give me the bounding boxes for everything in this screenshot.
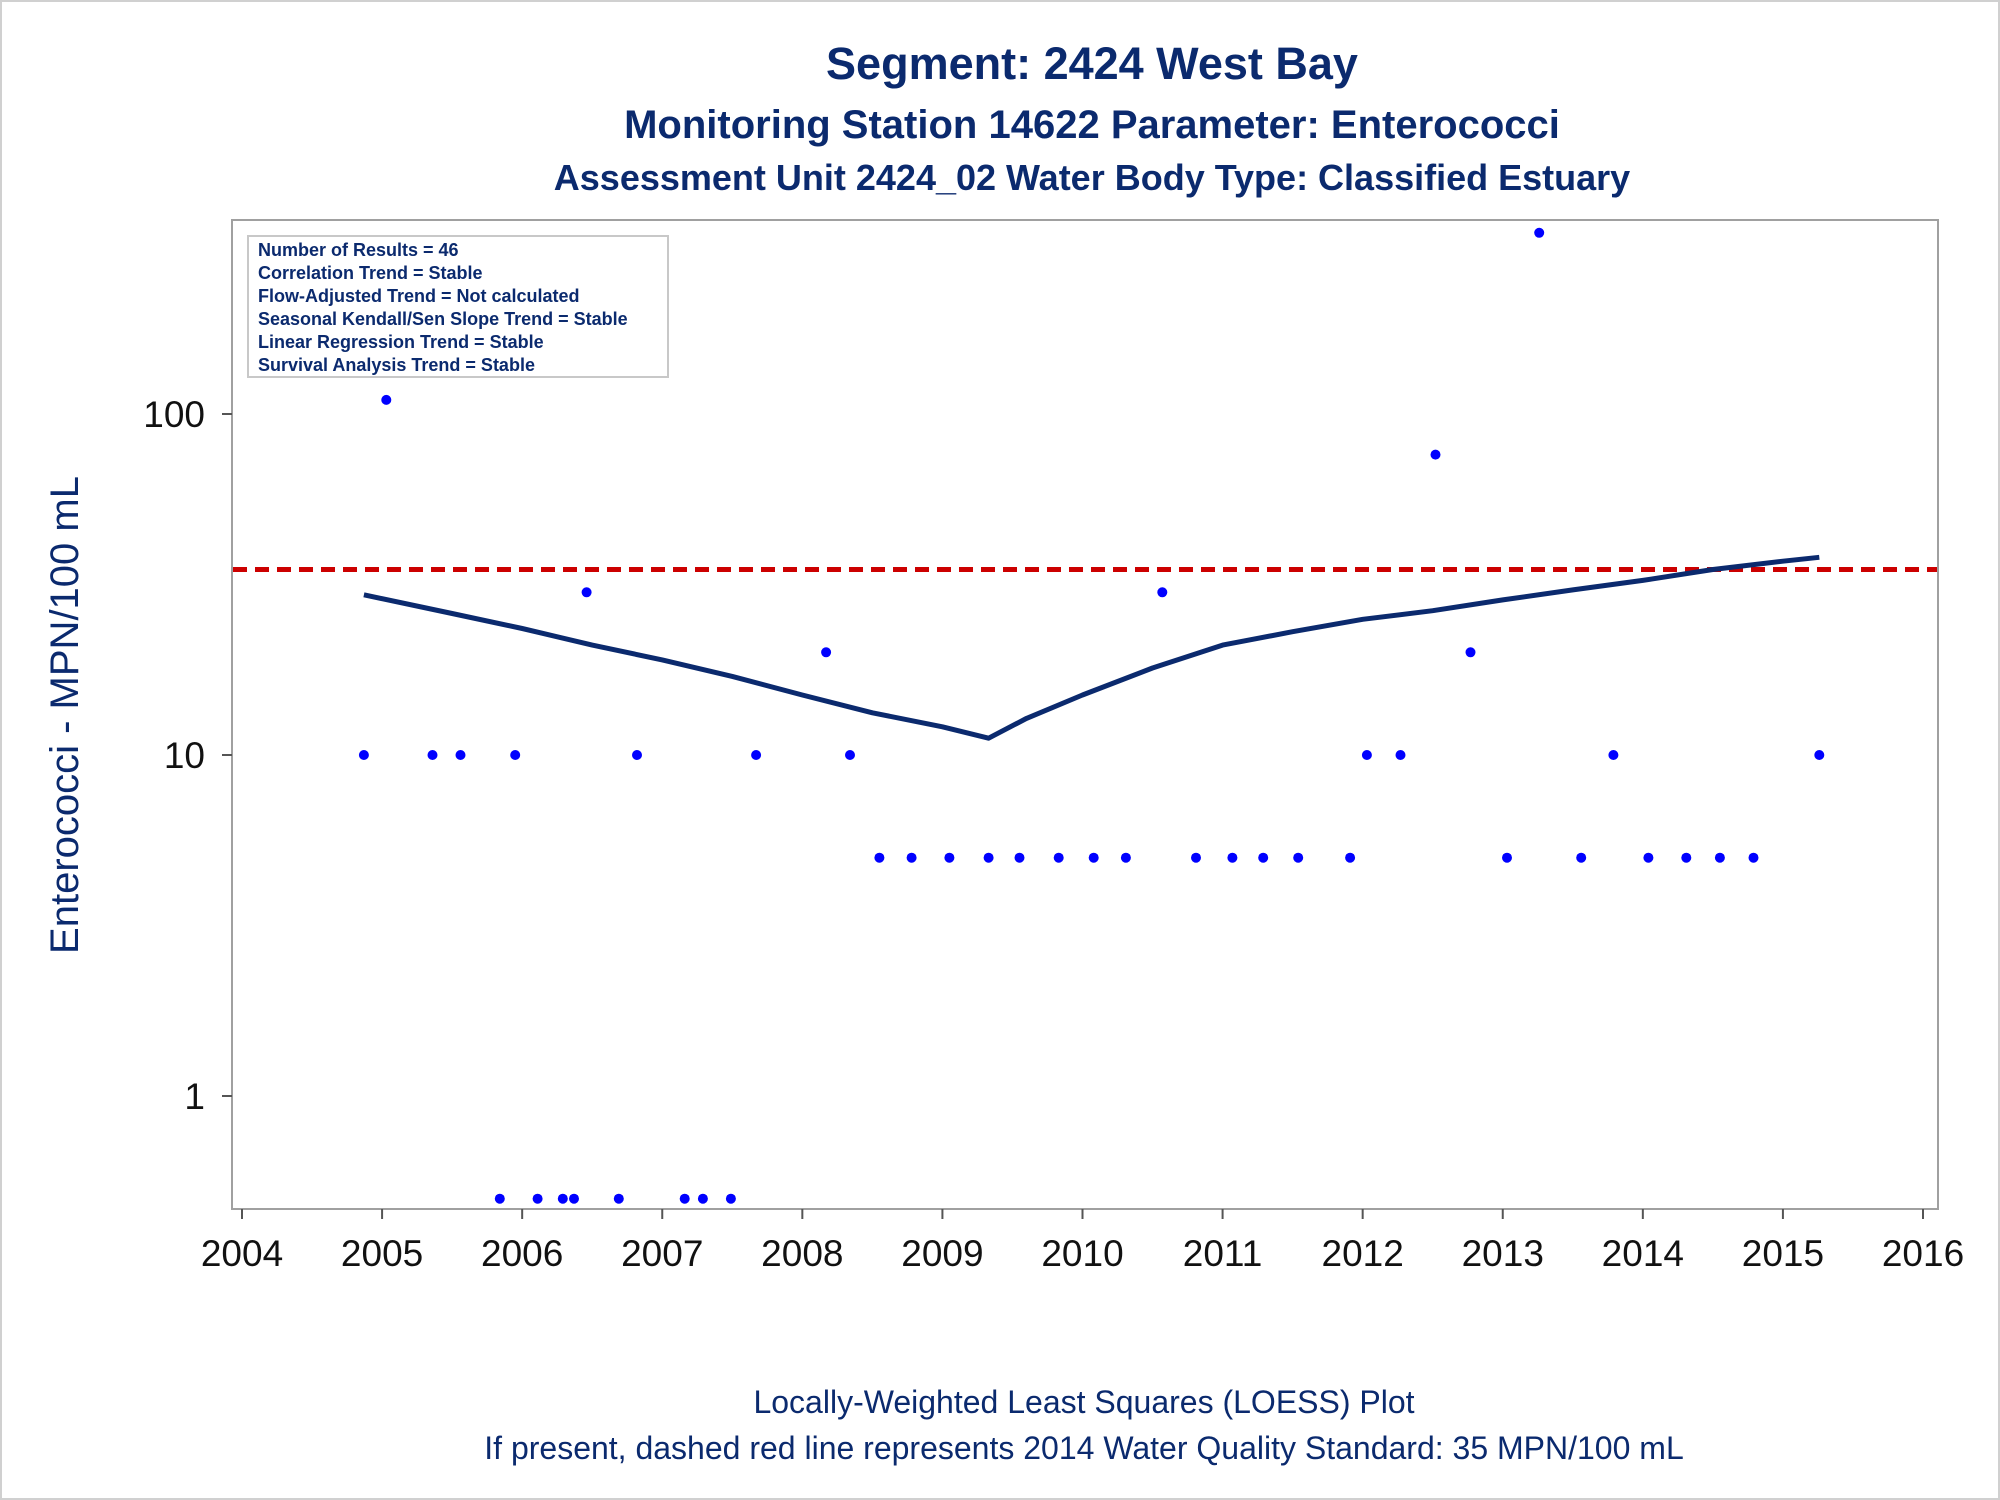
x-tick-label: 2007: [621, 1233, 703, 1274]
data-point: [1681, 852, 1692, 863]
y-axis-label: Enterococci - MPN/100 mL: [43, 476, 87, 954]
loess-line: [363, 554, 1820, 741]
chart-subtitle-2: Assessment Unit 2424_02 Water Body Type:…: [554, 157, 1630, 198]
data-point: [697, 1193, 708, 1204]
data-point: [1395, 750, 1406, 760]
stat-number-of-results: Number of Results = 46: [258, 240, 459, 260]
y-tick-label: 1: [184, 1076, 205, 1117]
footnote-1: Locally-Weighted Least Squares (LOESS) P…: [753, 1384, 1414, 1420]
data-point: [494, 1193, 505, 1204]
data-point: [725, 1193, 736, 1204]
data-point: [358, 750, 369, 760]
data-point: [1608, 750, 1619, 760]
stats-box: Number of Results = 46 Correlation Trend…: [247, 235, 669, 378]
loess-curve-group: [363, 554, 1820, 741]
stat-linear-regression-trend: Linear Regression Trend = Stable: [258, 332, 544, 352]
x-tick-label: 2011: [1183, 1233, 1263, 1274]
data-point: [1576, 852, 1587, 863]
plot-area: [231, 219, 1939, 1210]
x-tick-label: 2009: [901, 1233, 983, 1274]
data-point: [455, 750, 466, 760]
data-point: [1643, 852, 1654, 863]
data-point: [613, 1193, 624, 1204]
x-tick-label: 2006: [481, 1233, 563, 1274]
x-tick-label: 2010: [1041, 1233, 1123, 1274]
x-tick-label: 2012: [1322, 1233, 1404, 1274]
data-point: [845, 750, 855, 760]
x-tick-label: 2013: [1462, 1233, 1544, 1274]
data-point: [1191, 852, 1201, 863]
data-point: [1293, 852, 1304, 863]
data-point: [427, 750, 438, 760]
data-point: [1227, 852, 1238, 863]
data-point: [1502, 852, 1512, 863]
data-point: [569, 1193, 579, 1204]
data-point: [1258, 852, 1269, 863]
y-tick-label: 100: [143, 394, 205, 435]
data-points-group: [358, 227, 1825, 1204]
stat-flow-adjusted-trend: Flow-Adjusted Trend = Not calculated: [258, 286, 580, 306]
chart-subtitle: Monitoring Station 14622 Parameter: Ente…: [624, 103, 1560, 147]
x-tick-label: 2004: [201, 1233, 283, 1274]
data-point: [874, 852, 885, 863]
data-point: [1430, 449, 1441, 460]
x-tick-label: 2008: [761, 1233, 843, 1274]
data-point: [1345, 852, 1356, 863]
stat-correlation-trend: Correlation Trend = Stable: [258, 263, 483, 283]
x-axis: 2004 2005 2006 2007 2008 2009 2010 2011 2012 2013…: [201, 1209, 1964, 1274]
stat-seasonal-kendall-trend: Seasonal Kendall/Sen Slope Trend = Stabl…: [258, 309, 628, 329]
data-point: [532, 1193, 543, 1204]
data-point: [1714, 852, 1725, 863]
x-tick-label: 2005: [341, 1233, 423, 1274]
footnote-2: If present, dashed red line represents 2…: [484, 1430, 1683, 1466]
data-point: [581, 587, 592, 598]
data-point: [679, 1193, 690, 1204]
data-point: [557, 1193, 568, 1204]
data-point: [906, 852, 917, 863]
data-point: [751, 750, 762, 760]
data-point: [1361, 750, 1372, 760]
data-point: [381, 394, 392, 405]
x-tick-label: 2014: [1602, 1233, 1684, 1274]
data-point: [1157, 587, 1168, 598]
data-point: [983, 852, 994, 863]
data-point: [1053, 852, 1064, 863]
x-tick-label: 2016: [1882, 1233, 1964, 1274]
chart-title: Segment: 2424 West Bay: [826, 38, 1358, 89]
data-point: [1748, 852, 1759, 863]
stat-survival-analysis-trend: Survival Analysis Trend = Stable: [258, 355, 535, 375]
stats-box-frame: [247, 235, 669, 378]
x-tick-label: 2015: [1742, 1233, 1824, 1274]
y-tick-label: 10: [164, 735, 205, 776]
data-point: [944, 852, 955, 863]
data-point: [1088, 852, 1099, 863]
data-point: [1814, 750, 1825, 760]
data-point: [1465, 647, 1476, 658]
data-point: [1014, 852, 1025, 863]
data-point: [1534, 227, 1545, 238]
data-point: [510, 750, 521, 760]
data-point: [821, 647, 832, 658]
data-point: [1120, 852, 1131, 863]
data-point: [632, 750, 642, 760]
y-axis: 1 10 100: [143, 394, 232, 1117]
